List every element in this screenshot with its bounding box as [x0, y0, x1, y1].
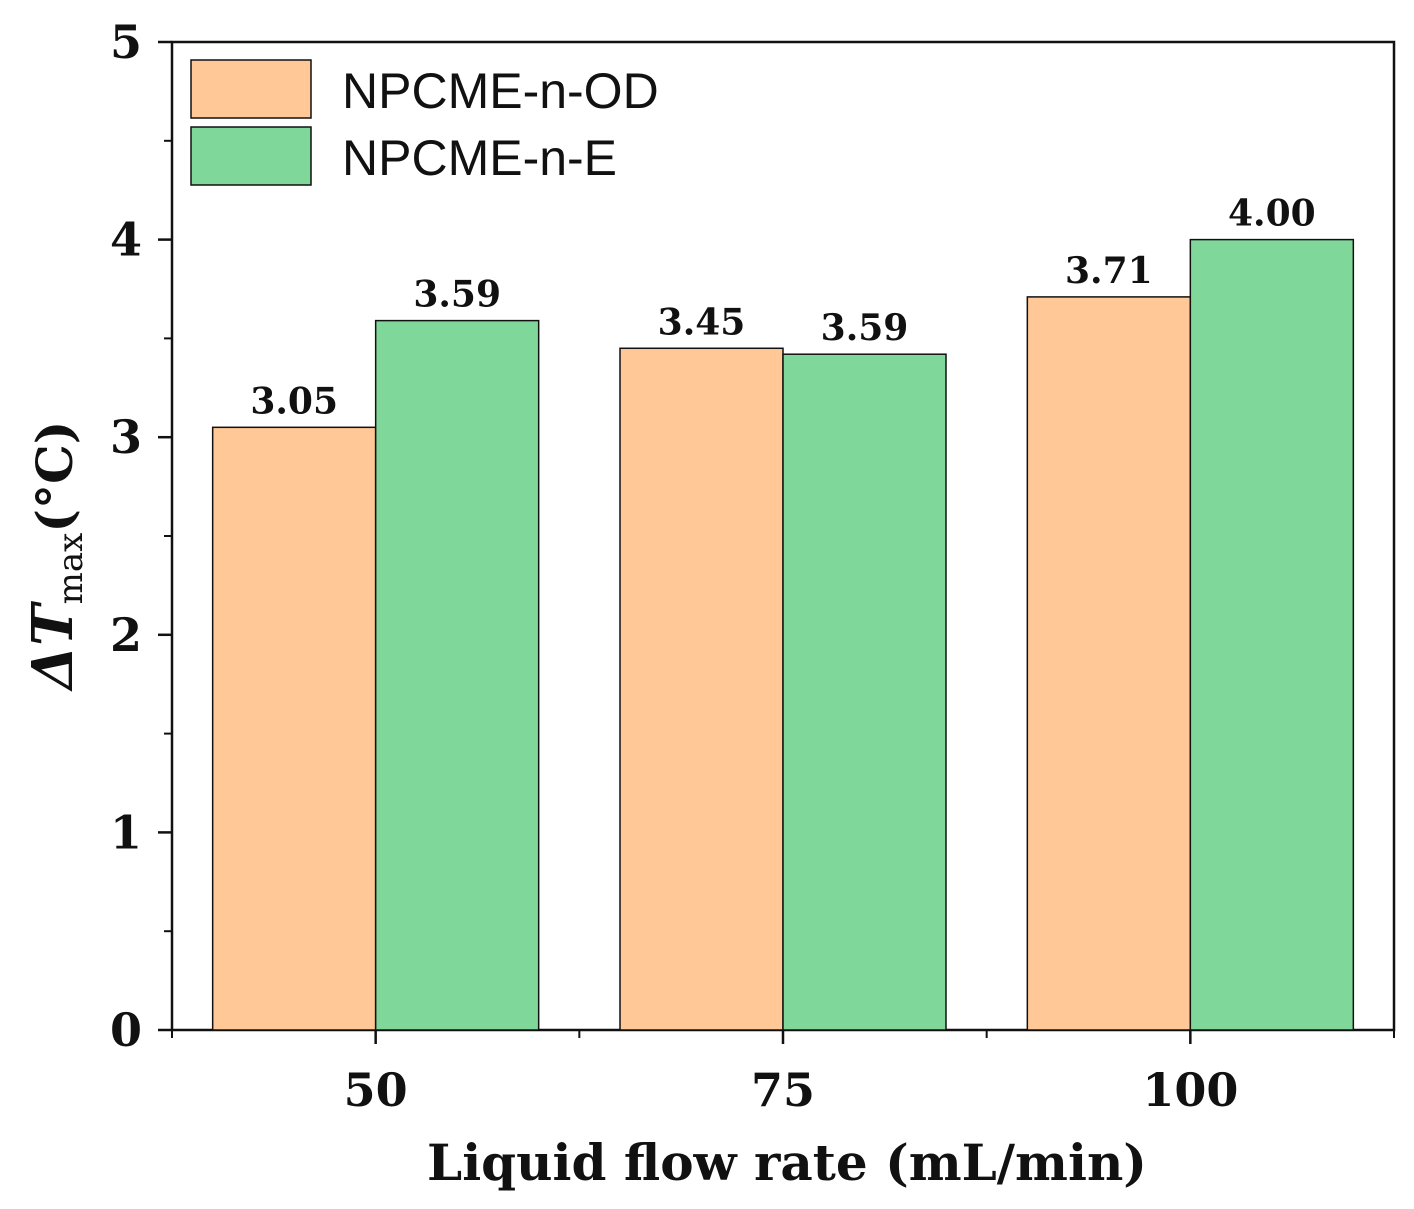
data-label-npcme-n-e-50: 3.59: [413, 274, 501, 316]
legend-label-npcme-n-od: NPCME-n-OD: [342, 63, 659, 119]
data-labels-group: 3.05 3.59 3.45 3.59 3.71 4.00: [250, 193, 1315, 423]
data-label-npcme-n-od-75: 3.45: [658, 301, 746, 343]
y-tick-label-4: 4: [110, 213, 142, 267]
data-label-npcme-n-e-75: 3.59: [821, 307, 909, 349]
x-axis: 50 75 100: [171, 1030, 1395, 1117]
bar-npcme-n-e-50: [374, 319, 540, 1031]
y-tick-label-0: 0: [110, 1003, 142, 1057]
data-label-npcme-n-e-100: 4.00: [1228, 193, 1316, 235]
legend-label-npcme-n-e: NPCME-n-E: [342, 130, 617, 186]
y-axis: 0 1 2 3 4 5: [110, 15, 172, 1057]
y-tick-label-2: 2: [110, 608, 142, 662]
bar-npcme-n-e-75: [782, 353, 947, 1031]
y-tick-label-5: 5: [110, 15, 142, 69]
bar-npcme-n-e-100: [1189, 238, 1355, 1031]
data-label-npcme-n-od-100: 3.71: [1065, 250, 1153, 292]
y-axis-title: ΔTmax(°C): [20, 421, 91, 693]
x-tick-label-50: 50: [344, 1063, 408, 1117]
legend: NPCME-n-OD NPCME-n-E: [190, 59, 659, 186]
data-label-npcme-n-od-50: 3.05: [250, 380, 338, 422]
legend-swatch-npcme-n-od: [190, 59, 312, 119]
bar-npcme-n-od-75: [619, 347, 784, 1031]
bar-npcme-n-od-50: [211, 426, 377, 1031]
y-tick-label-1: 1: [110, 805, 142, 859]
x-tick-label-75: 75: [751, 1063, 815, 1117]
legend-swatch-npcme-n-e: [190, 126, 312, 186]
x-tick-label-100: 100: [1142, 1063, 1238, 1117]
y-axis-title-suffix: (°C): [25, 421, 84, 533]
y-axis-title-subscript: max: [51, 533, 91, 605]
y-tick-label-3: 3: [110, 410, 142, 464]
bar-npcme-n-od-100: [1026, 296, 1192, 1031]
bars-group: [211, 238, 1355, 1031]
x-axis-title: Liquid flow rate (mL/min): [427, 1133, 1147, 1192]
y-axis-title-prefix: ΔT: [20, 600, 86, 692]
